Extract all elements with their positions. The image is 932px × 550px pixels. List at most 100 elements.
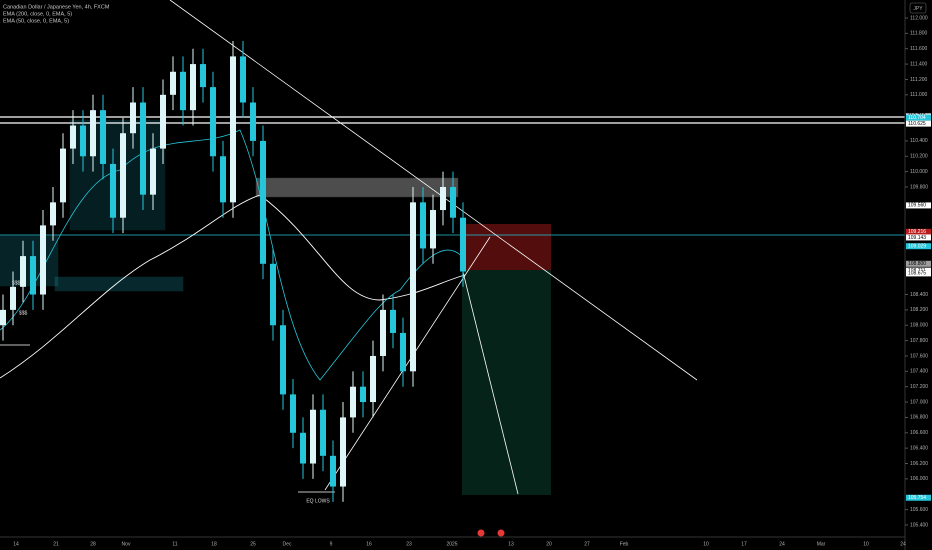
y-tick-label: 107.800 [910, 338, 928, 344]
symbol: Canadian Dollar / Japanese Yen, 4h, FXCM [3, 4, 110, 10]
price-badge-label: 108.675 [908, 271, 926, 277]
candle-body [210, 87, 216, 157]
price-badge [906, 234, 931, 241]
x-tick-label: 14 [13, 541, 19, 547]
candle-body [140, 102, 146, 195]
x-tick-label: 9 [330, 541, 333, 547]
y-tick-label: 106.200 [910, 461, 928, 467]
y-tick-label: 111.200 [910, 77, 928, 83]
y-tick-label: 107.200 [910, 384, 928, 390]
candle-body [330, 455, 336, 487]
y-tick-label: 108.200 [910, 307, 928, 313]
candle-body [70, 125, 76, 149]
candle-body [340, 417, 346, 487]
candle-body [190, 64, 196, 111]
y-tick-label: 111.800 [910, 31, 928, 37]
ema-200 [0, 194, 466, 379]
x-tick-label: Feb [620, 541, 629, 547]
price-badge-label: 109.029 [908, 244, 926, 250]
price-badge-label: 108.800 [908, 261, 926, 267]
candle-body [10, 286, 16, 310]
x-tick-label: 2025 [446, 541, 457, 547]
trend-line [169, 0, 698, 381]
candle-body [220, 156, 226, 203]
candle-body [160, 94, 166, 149]
candle-body [300, 432, 306, 464]
price-badge [906, 270, 931, 277]
candle-body [310, 409, 316, 464]
price-badge [906, 228, 931, 235]
y-tick-label: 109.800 [910, 184, 928, 190]
y-tick-label: 111.000 [910, 92, 928, 98]
price-badge [906, 202, 931, 209]
event-icon[interactable] [497, 529, 505, 537]
candle-body [350, 386, 356, 418]
y-tick-label: 111.400 [910, 61, 928, 67]
candle-body [400, 332, 406, 372]
x-tick-label: 25 [250, 541, 256, 547]
stop-zone [462, 224, 551, 270]
candle-body [240, 56, 246, 103]
candle-body [60, 148, 66, 203]
candle-body [430, 210, 436, 249]
price-badge-label: 109.143 [908, 235, 926, 241]
candle-body [200, 64, 206, 88]
indicator: EMA (50, close, 0, EMA, 5) [3, 18, 69, 24]
candle-body [0, 309, 6, 326]
currency-box [909, 2, 927, 14]
candle-body [320, 409, 326, 456]
x-tick-label: 13 [508, 541, 514, 547]
supply-zone [255, 177, 459, 198]
annotation: $$$ [19, 310, 28, 316]
candle-body [20, 256, 26, 287]
candle-body [80, 125, 86, 157]
candle-body [290, 394, 296, 433]
currency: JPY [913, 6, 923, 12]
y-tick-label: 105.400 [910, 522, 928, 528]
price-badge-label: 109.560 [908, 203, 926, 209]
candle-body [150, 148, 156, 195]
candle-body [260, 140, 266, 264]
price-badge-label: 109.216 [908, 229, 926, 235]
x-tick-label: 16 [366, 541, 372, 547]
candle-body [40, 225, 46, 295]
price-badge [906, 114, 931, 121]
zone [54, 276, 184, 292]
y-tick-label: 107.600 [910, 353, 928, 359]
annotation: EQ LOWS [306, 498, 330, 504]
y-tick-label: 107.400 [910, 369, 928, 375]
candle-body [380, 309, 386, 356]
price-badge-label: 105.754 [908, 495, 926, 501]
target-zone [462, 270, 551, 495]
candle-body [30, 256, 36, 295]
candle-body [450, 186, 456, 218]
y-tick-label: 105.600 [910, 507, 928, 513]
x-tick-label: 17 [741, 541, 747, 547]
x-tick-label: Dec [283, 541, 292, 547]
annotation: $$$ [12, 280, 21, 286]
x-tick-label: 24 [779, 541, 785, 547]
x-tick-label: Nov [122, 541, 131, 547]
candle-body [170, 71, 176, 95]
price-badge [906, 120, 931, 127]
x-tick-label: Mar [817, 541, 826, 547]
candle-body [50, 202, 56, 226]
candle-body [370, 355, 376, 403]
x-tick-label: 23 [406, 541, 412, 547]
x-tick-label: 11 [172, 541, 177, 547]
y-tick-label: 110.000 [910, 169, 928, 175]
x-tick-label: 10 [863, 541, 869, 547]
y-tick-label: 107.000 [910, 399, 928, 405]
projection-line [462, 271, 519, 495]
x-tick-label: 21 [53, 541, 59, 547]
candle-body [460, 217, 466, 272]
y-tick-label: 106.600 [910, 430, 928, 436]
event-icon[interactable] [477, 529, 485, 537]
price-badge [906, 243, 931, 250]
candle-body [110, 163, 116, 218]
y-tick-label: 108.000 [910, 323, 928, 329]
y-tick-label: 112.000 [910, 15, 928, 21]
x-tick-label: 10 [703, 541, 709, 547]
y-tick-label: 106.800 [910, 415, 928, 421]
